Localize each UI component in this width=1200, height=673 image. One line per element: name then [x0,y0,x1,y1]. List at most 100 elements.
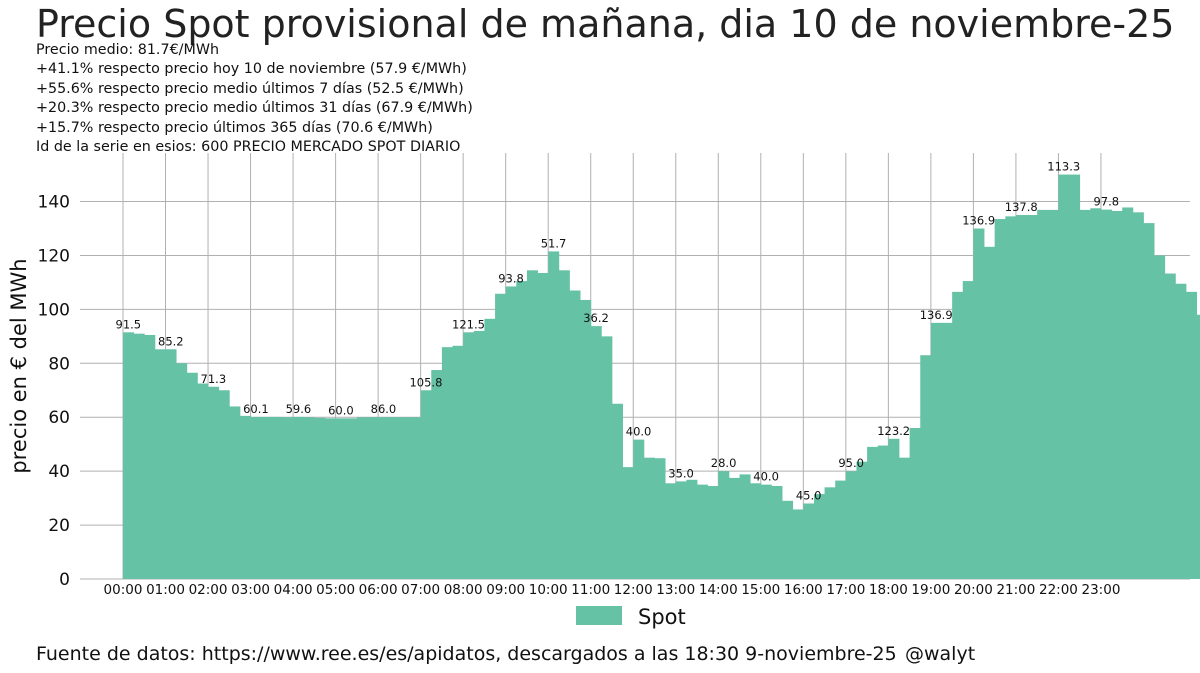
data-label: 91.5 [116,317,142,331]
price-bar [399,417,411,579]
price-bar [282,417,294,579]
price-bar [473,330,485,579]
price-bar [548,251,560,580]
price-bar [324,418,336,579]
data-label: 113.3 [1047,160,1080,174]
price-bar [1047,209,1059,579]
data-label: 137.8 [1005,200,1038,214]
data-label: 36.2 [583,311,609,325]
price-bar [888,438,900,579]
data-label: 59.6 [286,402,312,416]
data-label: 85.2 [158,334,184,348]
price-bar [760,484,772,579]
data-label: 35.0 [668,466,694,480]
x-tick-label: 15:00 [741,582,780,598]
x-tick-label: 13:00 [656,582,695,598]
price-bar [633,439,645,579]
price-bar [867,446,879,579]
price-bar [452,345,464,579]
price-bar [835,480,847,579]
price-bar [314,417,326,579]
x-tick-label: 07:00 [401,582,440,598]
price-bar [1111,210,1123,579]
price-bar [378,417,390,579]
price-bar [271,416,283,579]
price-bar [622,467,634,579]
price-bar [611,403,624,579]
price-bar [728,477,740,579]
price-bar [1175,283,1187,579]
price-bar [1100,209,1112,580]
price-bar [1037,209,1049,579]
y-tick-label: 0 [59,570,70,590]
x-tick-label: 12:00 [614,582,653,598]
price-bar [1069,174,1081,579]
y-axis: 0 20 40 60 80 100 120 140 [38,193,70,590]
x-tick-label: 11:00 [571,582,610,598]
price-bar [824,487,836,579]
data-label: 71.3 [201,372,227,386]
data-labels: 91.5 85.2 71.3 60.1 59.6 60.0 86.0 105.8 121.5 93… [116,160,1120,503]
price-bar [941,322,953,579]
price-bar [208,386,220,579]
price-bar [1058,174,1070,579]
x-tick-label: 04:00 [274,582,313,598]
data-label: 60.1 [243,402,269,416]
price-bar [845,471,857,579]
price-bar [782,500,794,579]
price-bar [952,291,964,579]
price-bar [261,416,273,579]
price-bar [293,416,305,579]
info-vs-365-days: +15.7% respecto precio últimos 365 días … [36,119,433,136]
x-tick-label: 08:00 [444,582,483,598]
price-bar [346,418,358,579]
price-bar [176,363,188,579]
data-label: 28.0 [711,456,737,470]
y-tick-label: 100 [38,300,70,320]
price-bar [877,445,889,579]
data-label: 136.9 [962,213,995,227]
y-tick-label: 20 [48,516,70,536]
price-bar [484,318,496,579]
price-bar [792,509,804,579]
x-tick-label: 14:00 [699,582,738,598]
price-bar [750,483,762,579]
price-bar [239,415,251,579]
price-bar [420,390,432,579]
price-bar [994,219,1006,580]
x-tick-label: 05:00 [316,582,355,598]
data-label: 40.0 [753,470,779,484]
price-bar [388,417,400,579]
data-label: 105.8 [409,375,442,389]
legend-label-spot: Spot [638,605,686,629]
price-bar [654,458,666,579]
price-bar [463,332,475,579]
data-label: 40.0 [626,425,652,439]
price-bar [771,485,783,579]
price-bar [495,293,507,579]
price-bar [1005,216,1017,579]
price-bar [1015,215,1027,579]
y-tick-label: 80 [48,354,70,374]
x-tick-label: 18:00 [869,582,908,598]
data-label: 97.8 [1093,195,1119,209]
price-bar [526,270,538,579]
y-tick-label: 60 [48,408,70,428]
data-label: 121.5 [452,317,485,331]
x-tick-label: 01:00 [146,582,185,598]
price-bar [803,503,815,579]
price-bar [1154,255,1166,580]
price-bar [367,417,379,579]
price-bar [1186,291,1198,579]
price-bar [1132,212,1144,579]
price-bar [133,333,145,579]
price-bar [123,332,135,579]
price-bar [984,246,996,579]
price-bar [739,474,751,579]
price-bar [250,416,262,579]
x-tick-label: 17:00 [826,582,865,598]
info-vs-7-days: +55.6% respecto precio medio últimos 7 d… [36,80,464,97]
data-label: 60.0 [328,403,354,417]
price-bar [516,281,528,579]
